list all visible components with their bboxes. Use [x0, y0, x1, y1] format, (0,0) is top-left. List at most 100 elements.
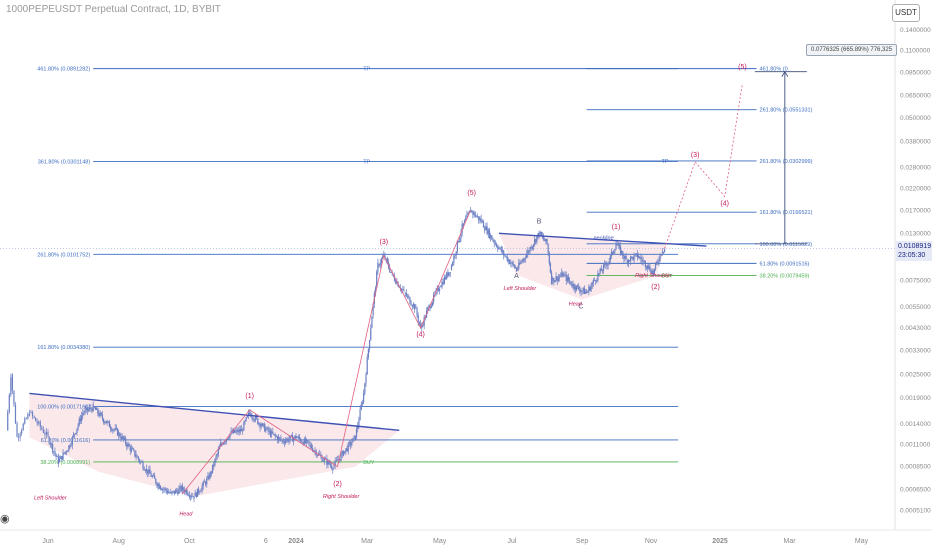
pattern-area-1	[29, 393, 400, 497]
candle-body	[462, 223, 464, 228]
candle-body	[214, 459, 216, 466]
x-tick-label: Jun	[42, 538, 53, 545]
candle-body	[347, 443, 349, 452]
pattern-label: Head	[179, 512, 193, 518]
candle-body	[236, 429, 238, 432]
candle-body	[469, 210, 472, 213]
candle-body	[279, 437, 281, 439]
candle-body	[261, 423, 263, 427]
candle-body	[656, 262, 658, 264]
candle-body	[619, 246, 622, 254]
x-tick-label: 2024	[288, 538, 304, 545]
candle-body	[14, 404, 17, 424]
candle-body	[487, 229, 489, 234]
candle-body	[202, 481, 204, 486]
candle-body	[287, 438, 289, 442]
candle-body	[354, 435, 356, 440]
candle-body	[243, 422, 245, 431]
candle-body	[223, 442, 225, 445]
candle-body	[488, 229, 491, 238]
candle-body	[660, 254, 662, 255]
candle-body	[120, 436, 122, 440]
candle-body	[370, 328, 372, 341]
fib-level-label: 38.20% (0.0008991)	[40, 460, 90, 466]
y-tick-label: 0.0850000	[900, 70, 931, 77]
fib-level-label: 361.80% (0.0301148)	[38, 159, 91, 165]
candle-body	[21, 430, 23, 434]
candle-body	[275, 436, 277, 437]
candle-body	[148, 469, 150, 474]
wave-label: (1)	[245, 393, 254, 400]
candle-body	[217, 449, 219, 455]
candle-body	[258, 423, 260, 425]
candle-body	[262, 423, 265, 425]
candle-body	[405, 293, 407, 297]
candle-body	[452, 262, 454, 266]
candle-body	[543, 236, 545, 240]
candle-body	[188, 495, 190, 497]
candle-body	[648, 266, 650, 269]
candle-body	[39, 421, 41, 427]
candle-body	[205, 482, 207, 485]
candle-body	[659, 254, 661, 261]
candle-body	[569, 280, 571, 282]
candle-body	[345, 448, 347, 452]
candle-body	[528, 251, 530, 253]
candle-body	[336, 459, 339, 461]
candle-body	[215, 456, 217, 460]
candle-body	[472, 211, 474, 215]
candle-body	[446, 272, 448, 279]
candle-body	[89, 407, 91, 410]
candle-body	[645, 266, 648, 268]
candle-body	[245, 417, 247, 421]
candle-body	[211, 464, 214, 473]
candle-body	[653, 268, 656, 273]
candle-body	[342, 451, 345, 456]
candle-body	[639, 257, 641, 258]
candle-body	[524, 257, 527, 259]
candle-body	[331, 465, 333, 469]
candle-body	[518, 262, 520, 269]
candle-body	[494, 243, 496, 245]
fib-level-note: TP	[662, 159, 669, 165]
x-tick-label: Sep	[576, 538, 589, 545]
candle-body	[63, 452, 65, 454]
candle-body	[644, 261, 646, 267]
candle-body	[643, 260, 645, 262]
candle-body	[562, 272, 564, 278]
candle-body	[178, 488, 180, 494]
candle-body	[96, 408, 98, 410]
candle-body	[597, 273, 599, 280]
elliott-wave-path	[182, 210, 471, 494]
candle-body	[368, 340, 371, 349]
fib-level-label: 38.20% (0.0079459)	[760, 273, 810, 279]
candle-body	[312, 448, 314, 452]
candle-body	[151, 476, 153, 477]
candle-body	[372, 303, 374, 316]
candle-body	[310, 444, 313, 449]
candle-body	[523, 258, 526, 260]
candle-body	[182, 488, 185, 490]
candle-body	[260, 424, 262, 427]
candle-body	[478, 216, 480, 221]
candle-body	[118, 432, 120, 436]
candle-body	[416, 308, 418, 316]
candle-body	[509, 259, 511, 264]
candle-body	[617, 244, 619, 246]
candle-body	[600, 268, 602, 271]
wave-label: (4)	[416, 331, 425, 338]
wave-label: C	[578, 304, 583, 311]
candle-body	[33, 415, 35, 418]
candle-body	[415, 306, 417, 309]
chart-title: 1000PEPEUSDT Perpetual Contract, 1D, BYB…	[6, 4, 221, 15]
candle-body	[565, 274, 567, 281]
candle-body	[575, 285, 578, 291]
candle-body	[44, 432, 46, 435]
pattern-label: Left Shoulder	[34, 495, 68, 501]
candle-body	[116, 428, 119, 436]
candle-body	[201, 485, 203, 491]
candle-body	[104, 422, 106, 424]
candle-body	[113, 429, 115, 431]
currency-selector[interactable]: USDT	[892, 4, 920, 22]
candle-body	[340, 454, 342, 461]
